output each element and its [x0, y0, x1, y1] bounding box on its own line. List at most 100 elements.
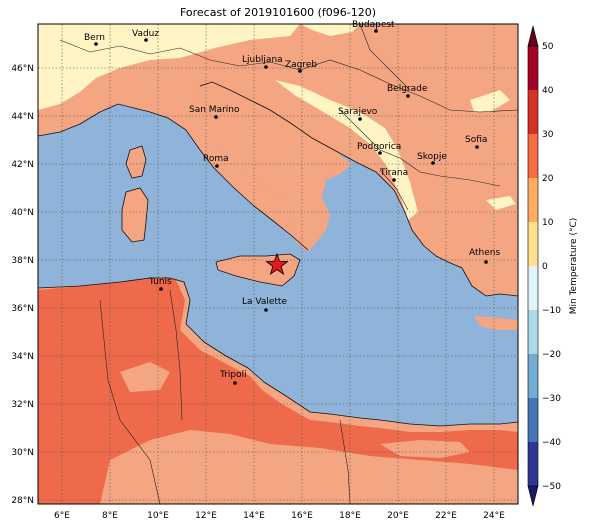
colorbar-band-2 — [528, 90, 538, 134]
city-label-san-marino: San Marino — [189, 105, 240, 115]
city-dot-skopje — [431, 161, 435, 165]
city-labels: Bern Vaduz Budapest Ljubljana Zagreb Bel… — [84, 20, 500, 380]
city-label-roma: Roma — [203, 154, 229, 164]
colorbar-tick-minus10: −10 — [542, 306, 561, 316]
city-dot-athens — [484, 260, 488, 264]
map-frame — [37, 23, 519, 505]
colorbar-tick-40: 40 — [542, 86, 554, 96]
city-dot-la-valette — [264, 308, 268, 312]
lon-label-20: 20°E — [387, 511, 409, 521]
colorbar-tick-10: 10 — [542, 218, 554, 228]
city-dot-sofia — [475, 145, 479, 149]
colorbar-tick-20: 20 — [542, 174, 554, 184]
lon-label-22: 22°E — [435, 511, 457, 521]
colorbar-label: Min Temperature (°C) — [569, 218, 579, 315]
lat-label-38: 38°N — [11, 256, 34, 266]
city-dot-bern — [94, 42, 98, 46]
lon-label-12: 12°E — [195, 511, 217, 521]
lat-label-40: 40°N — [11, 208, 34, 218]
city-label-vaduz: Vaduz — [132, 29, 159, 39]
lon-label-14: 14°E — [243, 511, 265, 521]
longitude-labels: 6°E 8°E 10°E 12°E 14°E 16°E 18°E 20°E 22… — [54, 511, 505, 521]
lon-label-16: 16°E — [291, 511, 313, 521]
city-dot-san-marino — [214, 115, 218, 119]
colorbar-tick-minus30: −30 — [542, 394, 561, 404]
city-label-skopje: Skopje — [417, 152, 447, 162]
latitude-labels: 46°N 44°N 42°N 40°N 38°N 36°N 34°N 32°N … — [11, 64, 34, 506]
alps-mild-region — [38, 24, 300, 110]
colorbar-tick-minus40: −40 — [542, 438, 561, 448]
lon-label-6: 6°E — [54, 511, 70, 521]
lon-label-18: 18°E — [339, 511, 361, 521]
colorbar: 50 40 30 20 10 0 −10 −20 −30 −40 −50 Min… — [527, 25, 579, 507]
colorbar-tick-0: 0 — [542, 262, 548, 272]
lat-label-46: 46°N — [11, 64, 34, 74]
sardinia-outline — [121, 187, 149, 243]
colorbar-band-4 — [528, 178, 538, 222]
city-label-podgorica: Podgorica — [357, 142, 401, 152]
colorbar-frame — [527, 45, 539, 487]
lat-label-28: 28°N — [11, 496, 34, 506]
sicily-outline — [215, 253, 301, 287]
colorbar-tick-minus50: −50 — [542, 482, 561, 492]
lat-label-34: 34°N — [11, 352, 34, 362]
city-label-sarajevo: Sarajevo — [338, 107, 378, 117]
city-dot-vaduz — [144, 38, 148, 42]
crete-island — [474, 316, 518, 330]
city-label-tunis: Tunis — [148, 277, 172, 287]
desert-warm-patch — [100, 430, 518, 504]
italy-peninsula — [196, 82, 352, 252]
city-label-budapest: Budapest — [352, 20, 395, 30]
city-dot-budapest — [374, 29, 378, 33]
city-label-bern: Bern — [84, 33, 105, 43]
city-dot-zagreb — [298, 69, 302, 73]
city-label-sofia: Sofia — [465, 135, 487, 145]
lat-label-30: 30°N — [11, 448, 34, 458]
star-marker — [265, 252, 289, 275]
colorbar-band-1 — [528, 46, 538, 90]
colorbar-tick-minus20: −20 — [542, 350, 561, 360]
lat-label-42: 42°N — [11, 160, 34, 170]
lon-label-10: 10°E — [147, 511, 169, 521]
balkan-mild-region — [275, 80, 418, 220]
city-label-athens: Athens — [469, 248, 500, 258]
colorbar-top-arrow — [527, 25, 539, 47]
colorbar-band-10 — [528, 442, 538, 486]
sardinia-island — [122, 188, 148, 242]
north-east-mild-region — [300, 24, 360, 36]
city-dot-belgrade — [406, 94, 410, 98]
city-label-tripoli: Tripoli — [219, 370, 247, 380]
greece-mild-region — [470, 90, 510, 112]
coastline — [38, 81, 518, 427]
colorbar-band-5 — [528, 222, 538, 266]
city-markers — [94, 29, 488, 385]
city-label-la-valette: La Valette — [242, 297, 287, 307]
city-label-tirana: Tirana — [379, 168, 408, 178]
city-dot-ljubljana — [264, 65, 268, 69]
city-dot-tunis — [159, 287, 163, 291]
colorbar-band-6 — [528, 266, 538, 310]
colorbar-band-3 — [528, 134, 538, 178]
libya-warm-patch — [380, 440, 470, 458]
corsica-island — [126, 146, 146, 178]
city-dot-tripoli — [233, 381, 237, 385]
city-dot-sarajevo — [358, 117, 362, 121]
desert-warm-patch-2 — [120, 362, 170, 392]
lon-label-24: 24°E — [483, 511, 505, 521]
corsica-outline — [125, 145, 147, 179]
lat-label-44: 44°N — [11, 112, 34, 122]
city-dot-tirana — [392, 178, 396, 182]
colorbar-band-9 — [528, 398, 538, 442]
colorbar-tick-50: 50 — [542, 42, 554, 52]
lat-label-32: 32°N — [11, 400, 34, 410]
city-dot-podgorica — [378, 151, 382, 155]
map-title: Forecast of 2019101600 (f096-120) — [179, 6, 377, 19]
city-dot-roma — [215, 164, 219, 168]
city-label-zagreb: Zagreb — [285, 60, 317, 70]
city-label-ljubljana: Ljubljana — [242, 55, 283, 65]
country-borders — [59, 24, 518, 504]
lon-label-8: 8°E — [102, 511, 118, 521]
lat-label-36: 36°N — [11, 304, 34, 314]
colorbar-tick-30: 30 — [542, 130, 554, 140]
